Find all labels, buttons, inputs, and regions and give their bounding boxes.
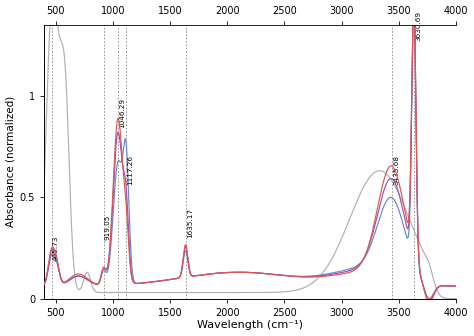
Y-axis label: Absorbance (normalized): Absorbance (normalized) [6, 96, 16, 227]
Text: 1046.29: 1046.29 [119, 98, 126, 128]
Text: 465.73: 465.73 [53, 236, 59, 261]
Text: 3435.68: 3435.68 [393, 155, 399, 185]
Text: 1635.17: 1635.17 [187, 208, 193, 238]
Text: 3630.69: 3630.69 [415, 11, 421, 41]
Text: 1117.26: 1117.26 [128, 155, 134, 185]
Text: 919.05: 919.05 [105, 214, 111, 240]
X-axis label: Wavelength (cm⁻¹): Wavelength (cm⁻¹) [197, 321, 303, 330]
